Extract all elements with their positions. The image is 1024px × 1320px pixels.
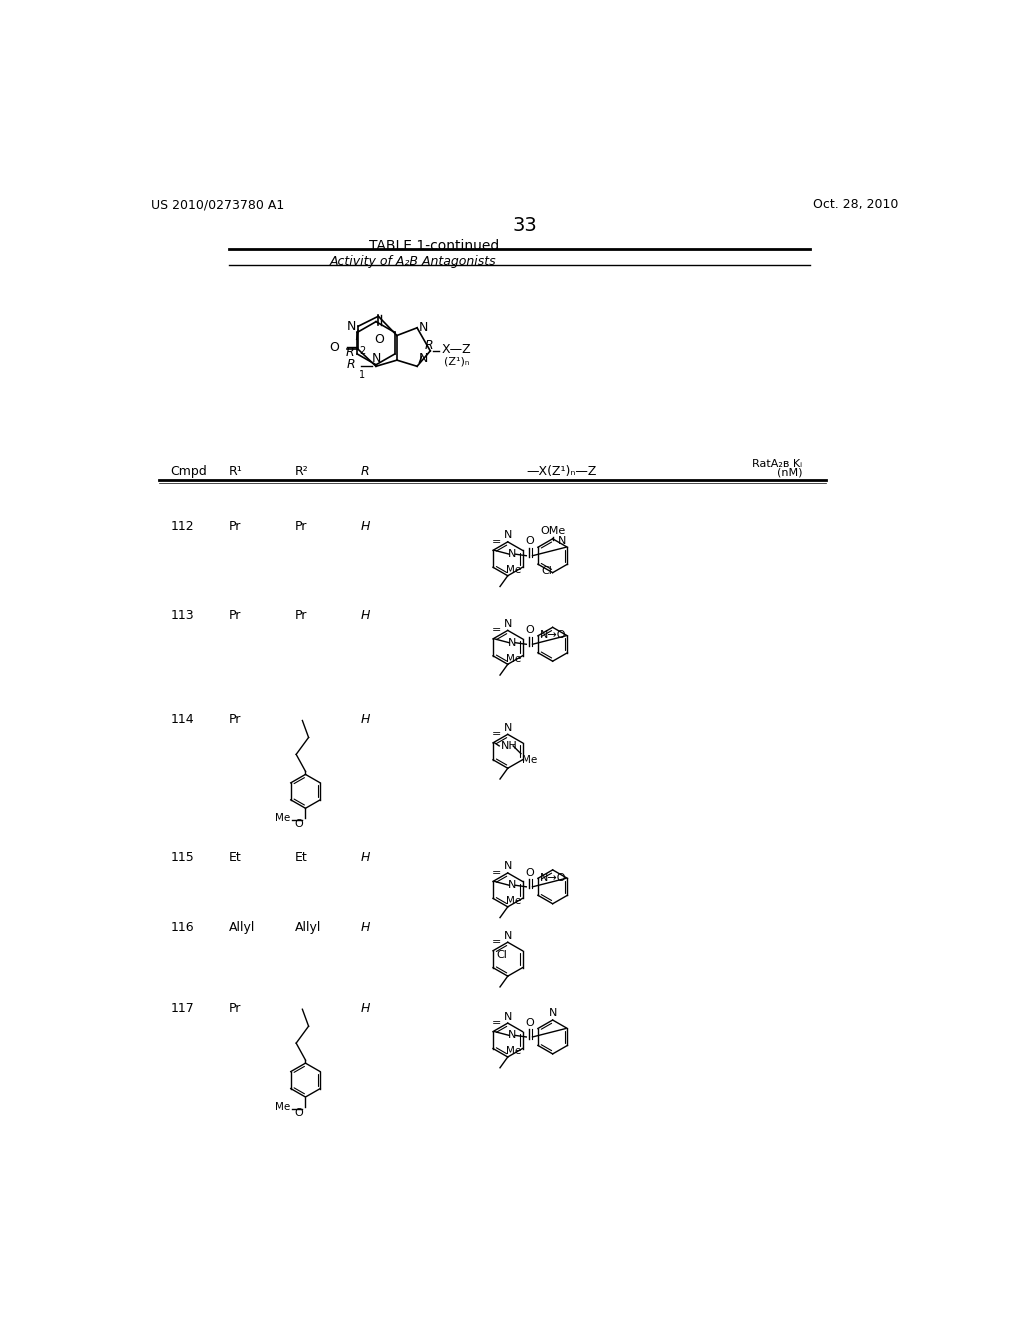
Text: Me: Me — [274, 813, 290, 824]
Text: Allyl: Allyl — [228, 921, 255, 933]
Text: N: N — [504, 619, 512, 628]
Text: R: R — [346, 358, 355, 371]
Text: N: N — [347, 319, 356, 333]
Text: 112: 112 — [171, 520, 195, 533]
Text: N: N — [504, 723, 512, 733]
Text: N: N — [508, 638, 516, 648]
Text: Pr: Pr — [295, 609, 307, 622]
Text: Cmpd: Cmpd — [171, 465, 208, 478]
Text: R: R — [346, 346, 354, 359]
Text: O: O — [374, 333, 384, 346]
Text: Et: Et — [295, 851, 307, 865]
Text: Et: Et — [228, 851, 242, 865]
Text: O: O — [295, 1107, 303, 1118]
Text: Me: Me — [506, 896, 521, 906]
Text: H: H — [360, 921, 370, 933]
Text: 115: 115 — [171, 851, 195, 865]
Text: (Z¹)ₙ: (Z¹)ₙ — [444, 356, 470, 367]
Text: —X(Z¹)ₙ—Z: —X(Z¹)ₙ—Z — [526, 465, 597, 478]
Text: =: = — [493, 626, 502, 635]
Text: =: = — [493, 1018, 502, 1028]
Text: N→O: N→O — [541, 873, 566, 883]
Text: O: O — [525, 867, 534, 878]
Text: 114: 114 — [171, 713, 195, 726]
Text: Me: Me — [506, 565, 521, 576]
Text: Me: Me — [274, 1102, 290, 1111]
Text: Pr: Pr — [295, 520, 307, 533]
Text: 2: 2 — [359, 346, 366, 356]
Text: RatA₂в Kᵢ: RatA₂в Kᵢ — [752, 459, 802, 469]
Text: N: N — [504, 931, 512, 941]
Text: US 2010/0273780 A1: US 2010/0273780 A1 — [152, 198, 285, 211]
Text: Me: Me — [522, 755, 538, 766]
Text: Me: Me — [506, 1047, 521, 1056]
Text: H: H — [360, 520, 370, 533]
Text: O: O — [295, 818, 303, 829]
Text: H: H — [360, 1002, 370, 1015]
Text: N→O: N→O — [541, 630, 566, 640]
Text: Me: Me — [506, 653, 521, 664]
Text: N: N — [504, 531, 512, 540]
Text: H: H — [360, 851, 370, 865]
Text: OMe: OMe — [540, 525, 565, 536]
Text: N: N — [508, 1031, 516, 1040]
Text: N: N — [504, 862, 512, 871]
Text: Activity of A₂B Antagonists: Activity of A₂B Antagonists — [330, 256, 496, 268]
Text: TABLE 1-continued: TABLE 1-continued — [369, 239, 500, 253]
Text: O: O — [525, 626, 534, 635]
Text: N: N — [504, 1011, 512, 1022]
Text: N: N — [549, 1008, 557, 1019]
Text: =: = — [493, 537, 502, 546]
Text: O: O — [525, 536, 534, 546]
Text: 117: 117 — [171, 1002, 195, 1015]
Text: (nM): (nM) — [777, 469, 802, 478]
Text: O: O — [525, 1018, 534, 1028]
Text: Pr: Pr — [228, 520, 241, 533]
Text: Pr: Pr — [228, 609, 241, 622]
Text: Oct. 28, 2010: Oct. 28, 2010 — [813, 198, 898, 211]
Text: NH: NH — [501, 741, 517, 751]
Text: =: = — [493, 869, 502, 878]
Text: N: N — [508, 549, 516, 560]
Text: Cl: Cl — [497, 950, 508, 961]
Text: Allyl: Allyl — [295, 921, 321, 933]
Text: Cl: Cl — [541, 566, 552, 576]
Text: H: H — [360, 713, 370, 726]
Text: 116: 116 — [171, 921, 195, 933]
Text: 113: 113 — [171, 609, 195, 622]
Text: =: = — [493, 730, 502, 739]
Text: N: N — [372, 351, 381, 364]
Text: N: N — [419, 321, 428, 334]
Text: H: H — [360, 609, 370, 622]
Text: R: R — [425, 339, 433, 352]
Text: R²: R² — [295, 465, 308, 478]
Text: N: N — [508, 880, 516, 890]
Text: R: R — [360, 465, 369, 478]
Text: N: N — [419, 351, 428, 364]
Text: O: O — [330, 342, 340, 354]
Text: Pr: Pr — [228, 713, 241, 726]
Text: R¹: R¹ — [228, 465, 243, 478]
Text: N: N — [557, 536, 566, 545]
Text: 33: 33 — [512, 216, 538, 235]
Text: 1: 1 — [359, 370, 366, 380]
Text: Pr: Pr — [228, 1002, 241, 1015]
Text: X—Z: X—Z — [442, 343, 471, 356]
Text: =: = — [493, 937, 502, 948]
